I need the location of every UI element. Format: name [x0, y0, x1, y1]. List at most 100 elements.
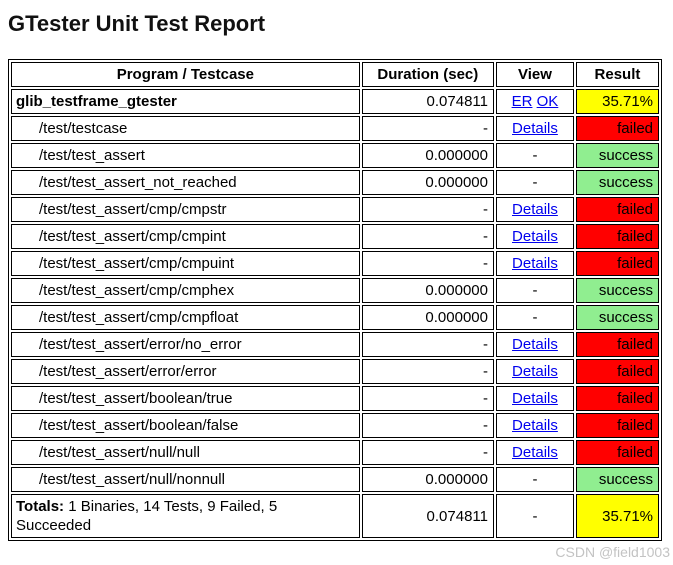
- col-header-view: View: [495, 62, 574, 87]
- testcase-name-cell: /test/test_assert/null/nonnull: [11, 467, 360, 492]
- view-cell: Details: [495, 359, 574, 384]
- view-cell: -: [495, 467, 574, 492]
- testcase-name-cell: /test/test_assert/error/no_error: [11, 332, 360, 357]
- result-cell: failed: [575, 116, 659, 141]
- table-footer: Totals: 1 Binaries, 14 Tests, 9 Failed, …: [11, 494, 659, 538]
- watermark: CSDN @field1003: [555, 544, 670, 560]
- result-cell: success: [575, 278, 659, 303]
- view-cell: Details: [495, 386, 574, 411]
- view-cell: Details: [495, 251, 574, 276]
- header-row: Program / Testcase Duration (sec) View R…: [11, 62, 659, 87]
- view-link-details[interactable]: Details: [512, 444, 558, 461]
- view-link-details[interactable]: Details: [512, 390, 558, 407]
- result-cell: failed: [575, 197, 659, 222]
- testcase-name-cell: /test/test_assert/cmp/cmpuint: [11, 251, 360, 276]
- view-link-er[interactable]: ER: [511, 93, 533, 110]
- duration-cell: -: [361, 440, 494, 465]
- duration-cell: 0.000000: [361, 467, 494, 492]
- view-cell: Details: [495, 440, 574, 465]
- result-cell: failed: [575, 386, 659, 411]
- result-cell: success: [575, 170, 659, 195]
- result-cell: 35.71%: [575, 89, 659, 114]
- view-cell: Details: [495, 224, 574, 249]
- result-cell: success: [575, 305, 659, 330]
- table-row: /test/test_assert/null/null - Details faile…: [11, 440, 659, 465]
- view-cell: -: [495, 170, 574, 195]
- duration-cell: -: [361, 251, 494, 276]
- program-name-cell: glib_testframe_gtester: [11, 89, 360, 114]
- totals-view-cell: -: [495, 494, 574, 538]
- view-cell: Details: [495, 116, 574, 141]
- testcase-name-cell: /test/test_assert/cmp/cmpfloat: [11, 305, 360, 330]
- table-row: /test/test_assert 0.000000- success: [11, 143, 659, 168]
- testcase-name-cell: /test/test_assert: [11, 143, 360, 168]
- table-row: /test/test_assert/cmp/cmphex 0.000000- suc…: [11, 278, 659, 303]
- col-header-result: Result: [575, 62, 659, 87]
- duration-cell: -: [361, 224, 494, 249]
- testcase-name-cell: /test/test_assert/null/null: [11, 440, 360, 465]
- duration-cell: -: [361, 386, 494, 411]
- result-cell: failed: [575, 224, 659, 249]
- view-cell: -: [495, 278, 574, 303]
- totals-row: Totals: 1 Binaries, 14 Tests, 9 Failed, …: [11, 494, 659, 538]
- duration-cell: 0.074811: [361, 89, 494, 114]
- table-row: /test/test_assert/boolean/false - Details f…: [11, 413, 659, 438]
- totals-duration-cell: 0.074811: [361, 494, 494, 538]
- testcase-name-cell: /test/testcase: [11, 116, 360, 141]
- duration-cell: 0.000000: [361, 143, 494, 168]
- table-row: /test/test_assert/cmp/cmpint - Details fail…: [11, 224, 659, 249]
- view-link-details[interactable]: Details: [512, 201, 558, 218]
- view-link-details[interactable]: Details: [512, 336, 558, 353]
- view-link-details[interactable]: Details: [512, 120, 558, 137]
- testcase-name-cell: /test/test_assert/cmp/cmphex: [11, 278, 360, 303]
- duration-cell: -: [361, 359, 494, 384]
- result-cell: failed: [575, 251, 659, 276]
- testcase-name-cell: /test/test_assert/boolean/true: [11, 386, 360, 411]
- table-row: /test/test_assert_not_reached 0.000000- su…: [11, 170, 659, 195]
- table-row: /test/test_assert/cmp/cmpfloat 0.000000- s…: [11, 305, 659, 330]
- result-cell: failed: [575, 332, 659, 357]
- result-cell: failed: [575, 359, 659, 384]
- table-row: /test/test_assert/cmp/cmpstr - Details fail…: [11, 197, 659, 222]
- view-cell: -: [495, 305, 574, 330]
- totals-result-cell: 35.71%: [575, 494, 659, 538]
- duration-cell: -: [361, 413, 494, 438]
- table-header: Program / Testcase Duration (sec) View R…: [11, 62, 659, 87]
- result-cell: failed: [575, 413, 659, 438]
- table-row: /test/test_assert/boolean/true - Details fa…: [11, 386, 659, 411]
- testcase-name-cell: /test/test_assert/error/error: [11, 359, 360, 384]
- totals-summary: 1 Binaries, 14 Tests, 9 Failed, 5 Succee…: [16, 498, 278, 534]
- totals-label: Totals:: [16, 498, 65, 515]
- view-cell: ER OK: [495, 89, 574, 114]
- view-link-ok[interactable]: OK: [536, 93, 559, 110]
- page-title: GTester Unit Test Report: [8, 11, 266, 36]
- table-body: glib_testframe_gtester 0.074811 ER OK 35.71…: [11, 89, 659, 492]
- table-row: /test/testcase - Details failed: [11, 116, 659, 141]
- col-header-duration: Duration (sec): [361, 62, 494, 87]
- duration-cell: -: [361, 332, 494, 357]
- duration-cell: -: [361, 116, 494, 141]
- totals-cell: Totals: 1 Binaries, 14 Tests, 9 Failed, …: [11, 494, 360, 538]
- view-cell: Details: [495, 413, 574, 438]
- result-cell: failed: [575, 440, 659, 465]
- testcase-name-cell: /test/test_assert_not_reached: [11, 170, 360, 195]
- view-cell: -: [495, 143, 574, 168]
- test-report-table: Program / Testcase Duration (sec) View R…: [8, 59, 662, 541]
- table-row: /test/test_assert/null/nonnull 0.000000- s…: [11, 467, 659, 492]
- view-link-details[interactable]: Details: [512, 228, 558, 245]
- table-row: glib_testframe_gtester 0.074811 ER OK 35.71…: [11, 89, 659, 114]
- testcase-name-cell: /test/test_assert/boolean/false: [11, 413, 360, 438]
- view-link-details[interactable]: Details: [512, 255, 558, 272]
- view-link-details[interactable]: Details: [512, 417, 558, 434]
- duration-cell: 0.000000: [361, 170, 494, 195]
- col-header-program-testcase: Program / Testcase: [11, 62, 360, 87]
- view-cell: Details: [495, 197, 574, 222]
- view-link-details[interactable]: Details: [512, 363, 558, 380]
- duration-cell: 0.000000: [361, 278, 494, 303]
- view-cell: Details: [495, 332, 574, 357]
- testcase-name-cell: /test/test_assert/cmp/cmpstr: [11, 197, 360, 222]
- duration-cell: -: [361, 197, 494, 222]
- table-row: /test/test_assert/error/error - Details fai…: [11, 359, 659, 384]
- result-cell: success: [575, 467, 659, 492]
